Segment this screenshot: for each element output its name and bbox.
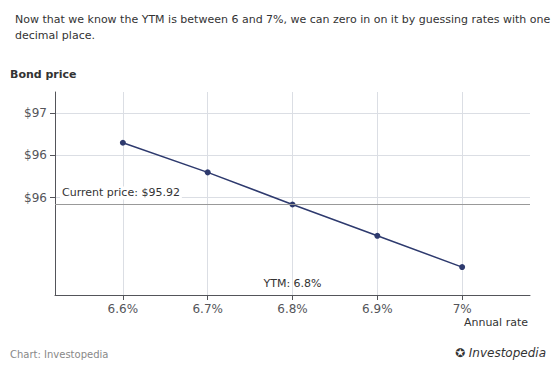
svg-text:$97: $97 [24, 106, 47, 120]
svg-text:6.6%: 6.6% [108, 302, 139, 316]
svg-text:$96: $96 [24, 191, 47, 205]
svg-text:6.7%: 6.7% [192, 302, 223, 316]
svg-text:7%: 7% [453, 302, 472, 316]
svg-text:Annual rate: Annual rate [464, 316, 528, 329]
svg-text:Current price: $95.92: Current price: $95.92 [62, 186, 180, 199]
svg-text:Chart: Investopedia: Chart: Investopedia [10, 349, 108, 360]
svg-text:Now that we know the YTM is be: Now that we know the YTM is between 6 an… [15, 13, 551, 26]
svg-text:decimal place.: decimal place. [15, 29, 95, 42]
svg-text:$96: $96 [24, 148, 47, 162]
svg-text:✪ Investopedia: ✪ Investopedia [455, 346, 546, 360]
svg-text:Bond price: Bond price [10, 68, 77, 81]
svg-text:6.9%: 6.9% [362, 302, 393, 316]
svg-text:YTM: 6.8%: YTM: 6.8% [262, 277, 321, 290]
svg-text:6.8%: 6.8% [277, 302, 308, 316]
